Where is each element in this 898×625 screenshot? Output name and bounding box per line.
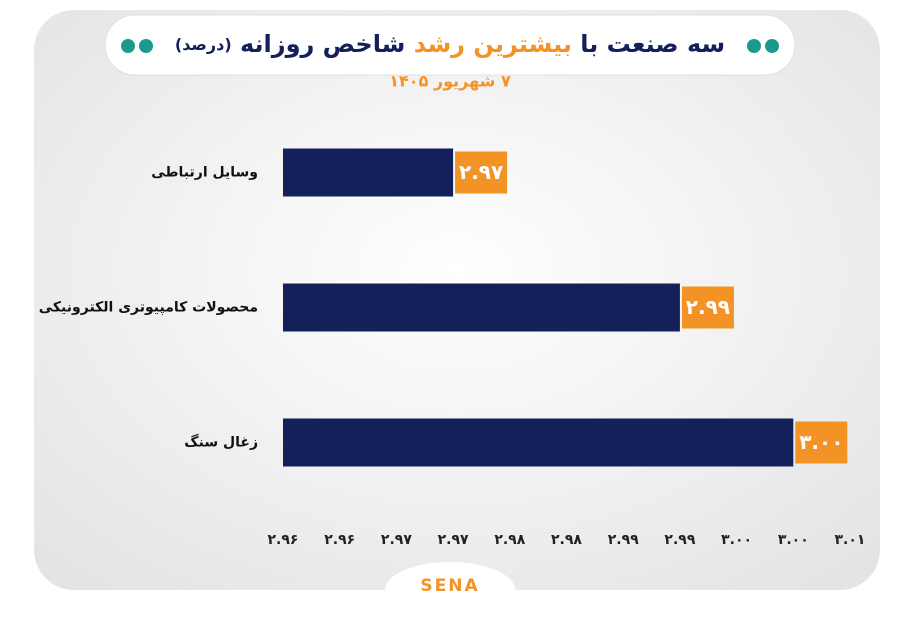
title-part: (درصد) (175, 35, 232, 54)
bar (283, 148, 454, 197)
x-tick-label: ۲.۹۶ (268, 532, 299, 548)
logo-tab (385, 562, 515, 590)
chart-subtitle: ۷ شهریور ۱۴۰۵ (389, 72, 511, 91)
x-tick-label: ۲.۹۹ (664, 532, 695, 548)
title-part: سه صنعت با (580, 30, 725, 58)
chart-title: سه صنعت با بیشترین رشد شاخص روزانه (درصد… (175, 30, 725, 58)
quote-right (747, 39, 779, 53)
title-part: شاخص روزانه (240, 30, 405, 58)
title-pill (104, 14, 796, 76)
x-tick-label: ۳.۰۰ (721, 532, 752, 548)
value-label: ۳.۰۰ (799, 430, 843, 454)
x-tick-label: ۲.۹۸ (494, 532, 525, 548)
value-label-box (795, 421, 848, 464)
value-label: ۲.۹۷ (459, 160, 503, 184)
y-tick-label: وسایل ارتباطی (151, 165, 258, 181)
value-label: ۲.۹۹ (686, 295, 730, 319)
x-tick-label: ۲.۹۸ (551, 532, 582, 548)
x-tick-label: ۳.۰۰ (778, 532, 809, 548)
x-tick-label: ۲.۹۷ (381, 532, 412, 548)
x-tick-label: ۲.۹۹ (608, 532, 639, 548)
logo: SENA (420, 576, 479, 596)
y-tick-label: محصولات کامپیوتری الکترونیکی (39, 300, 258, 316)
value-label-box (455, 151, 508, 194)
x-tick-label: ۲.۹۶ (324, 532, 355, 548)
bar (283, 418, 794, 467)
bar (283, 283, 680, 332)
title-part: بیشترین رشد (414, 30, 572, 58)
value-label-box (681, 286, 734, 329)
y-tick-label: زغال سنگ (184, 434, 258, 451)
x-tick-label: ۳.۰۱ (835, 532, 866, 548)
x-tick-label: ۲.۹۷ (438, 532, 469, 548)
quote-left (121, 39, 153, 53)
